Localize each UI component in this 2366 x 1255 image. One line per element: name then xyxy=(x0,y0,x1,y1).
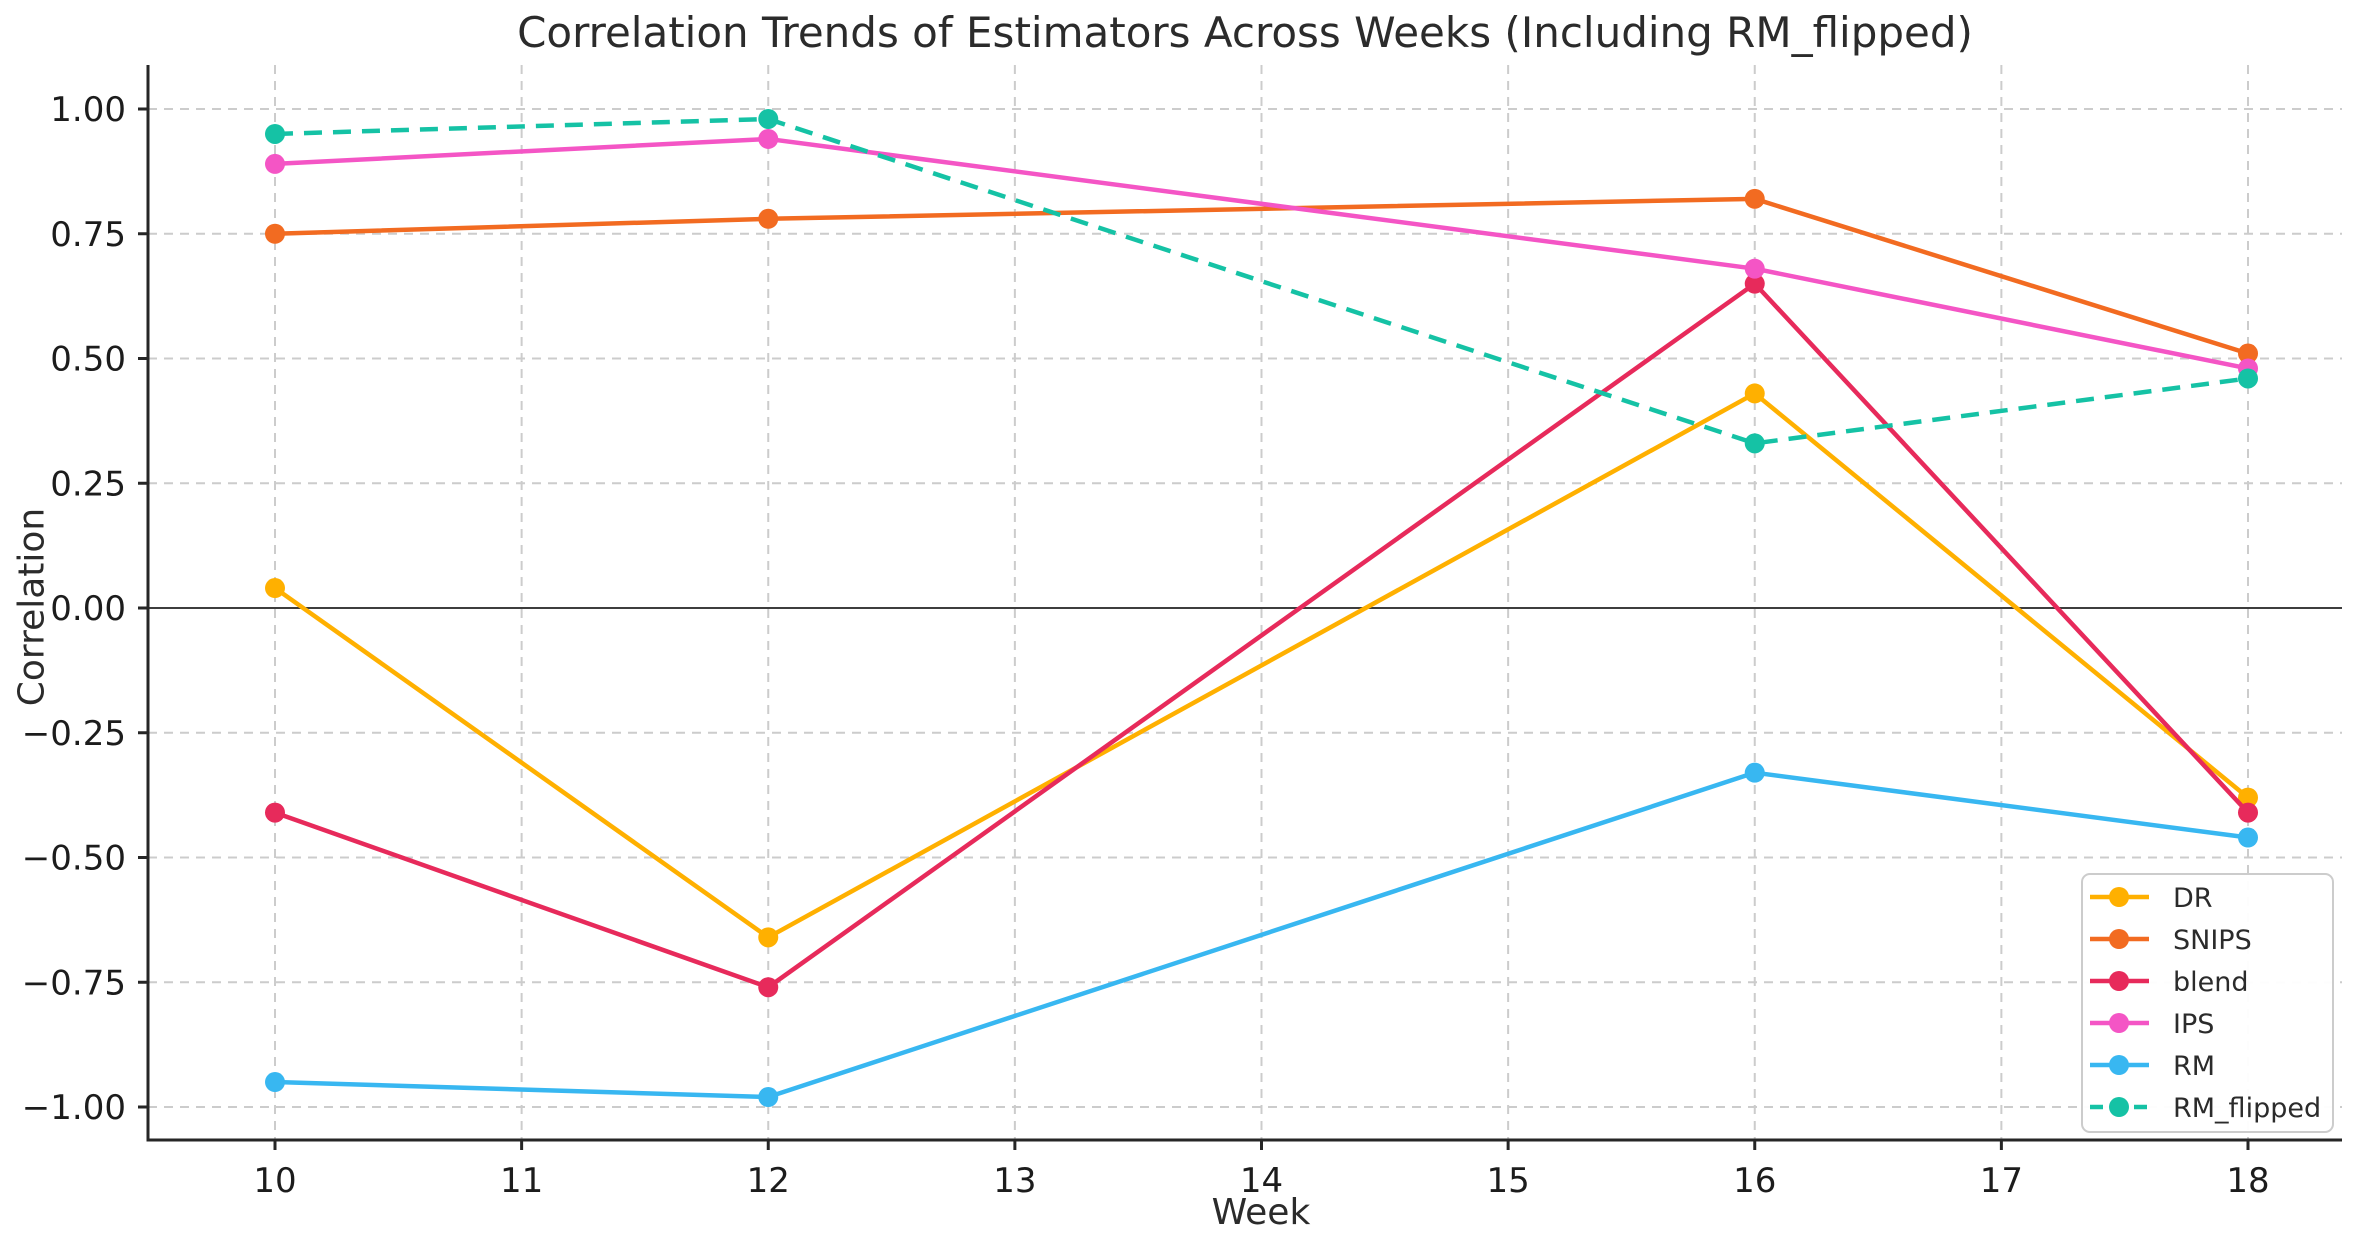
series-RM_flipped xyxy=(265,108,2258,454)
legend-marker-DR xyxy=(2109,887,2129,907)
data-point-IPS-week-10 xyxy=(265,153,285,174)
x-tick-label: 15 xyxy=(1486,1161,1529,1201)
legend-label-blend: blend xyxy=(2173,967,2249,998)
legend-item-DR: DR xyxy=(2090,883,2213,914)
y-tick-label: −1.00 xyxy=(22,1088,126,1128)
x-tick-label: 13 xyxy=(993,1161,1036,1201)
data-point-IPS-week-12 xyxy=(758,128,779,149)
data-point-SNIPS-week-10 xyxy=(265,223,285,244)
x-tick-label: 11 xyxy=(500,1161,543,1201)
data-point-DR-week-18 xyxy=(2238,787,2258,808)
x-axis-label: Week xyxy=(1211,1192,1311,1233)
data-point-RM_flipped-week-16 xyxy=(1744,433,1765,454)
data-point-RM_flipped-week-18 xyxy=(2238,368,2258,389)
series-line-blend xyxy=(272,281,2251,990)
data-point-RM-week-10 xyxy=(265,1072,285,1093)
x-tick-label: 18 xyxy=(2226,1161,2269,1201)
data-point-RM-week-18 xyxy=(2238,827,2258,848)
legend-label-RM: RM xyxy=(2173,1051,2215,1082)
y-tick-label: 0.75 xyxy=(50,215,126,255)
series-DR xyxy=(265,383,2258,948)
data-point-blend-week-10 xyxy=(265,802,285,823)
y-tick-label: −0.25 xyxy=(22,714,126,754)
y-tick-label: −0.75 xyxy=(22,963,126,1003)
legend-item-SNIPS: SNIPS xyxy=(2090,925,2252,956)
data-point-SNIPS-week-18 xyxy=(2238,343,2258,364)
x-tick-label: 14 xyxy=(1240,1161,1283,1201)
legend-marker-RM xyxy=(2109,1055,2129,1075)
series-line-IPS xyxy=(272,136,2251,371)
x-tick-label: 17 xyxy=(1980,1161,2023,1201)
data-point-blend-week-16 xyxy=(1744,273,1765,294)
chart-title: Correlation Trends of Estimators Across … xyxy=(517,8,1973,57)
legend-marker-blend xyxy=(2109,971,2129,991)
y-tick-label: 0.50 xyxy=(50,340,126,380)
y-tick-label: 0.25 xyxy=(50,464,126,504)
legend-item-blend: blend xyxy=(2090,967,2249,998)
series-line-RM_flipped xyxy=(274,116,2249,446)
legend-label-DR: DR xyxy=(2173,883,2213,914)
legend-marker-IPS xyxy=(2109,1013,2129,1033)
x-tick-label: 12 xyxy=(747,1161,790,1201)
gridlines xyxy=(148,65,2342,1140)
data-point-RM_flipped-week-10 xyxy=(265,123,285,144)
data-point-IPS-week-16 xyxy=(1744,258,1765,279)
y-tick-label: 1.00 xyxy=(50,90,126,130)
data-point-DR-week-10 xyxy=(265,578,285,599)
data-point-DR-week-12 xyxy=(758,927,779,948)
series-RM xyxy=(265,762,2258,1108)
x-tick-label: 10 xyxy=(253,1161,296,1201)
y-tick-label: −0.50 xyxy=(22,839,126,879)
data-point-RM_flipped-week-12 xyxy=(758,108,779,129)
series-SNIPS xyxy=(265,188,2258,364)
data-point-blend-week-18 xyxy=(2238,802,2258,823)
data-point-SNIPS-week-16 xyxy=(1744,188,1765,209)
axes: 10 11 12 13 14 15 16 17 18 1.00 0.75 0.50 0.25 0.00 −0… xyxy=(22,65,2342,1201)
data-point-DR-week-16 xyxy=(1744,383,1765,404)
x-tick-label: 16 xyxy=(1733,1161,1776,1201)
legend-label-SNIPS: SNIPS xyxy=(2173,925,2252,956)
legend-item-IPS: IPS xyxy=(2090,1009,2214,1040)
legend-label-IPS: IPS xyxy=(2173,1009,2214,1040)
series-line-DR xyxy=(272,391,2251,940)
data-point-SNIPS-week-12 xyxy=(758,208,779,229)
legend-item-RM_flipped: RM_flipped xyxy=(2090,1093,2321,1124)
legend-marker-SNIPS xyxy=(2109,929,2129,949)
legend-marker-RM_flipped xyxy=(2109,1097,2129,1117)
legend: DR SNIPS blend IPS RM RM_flipped xyxy=(2081,873,2334,1133)
data-point-RM-week-16 xyxy=(1744,762,1765,783)
series-blend xyxy=(265,273,2258,998)
legend-label-RM_flipped: RM_flipped xyxy=(2173,1093,2321,1124)
series-line-SNIPS xyxy=(272,196,2251,356)
data-point-blend-week-12 xyxy=(758,977,779,998)
y-tick-label: 0.00 xyxy=(50,589,126,629)
series-line-RM xyxy=(272,770,2251,1100)
legend-item-RM: RM xyxy=(2090,1051,2215,1082)
data-point-RM-week-12 xyxy=(758,1087,779,1108)
